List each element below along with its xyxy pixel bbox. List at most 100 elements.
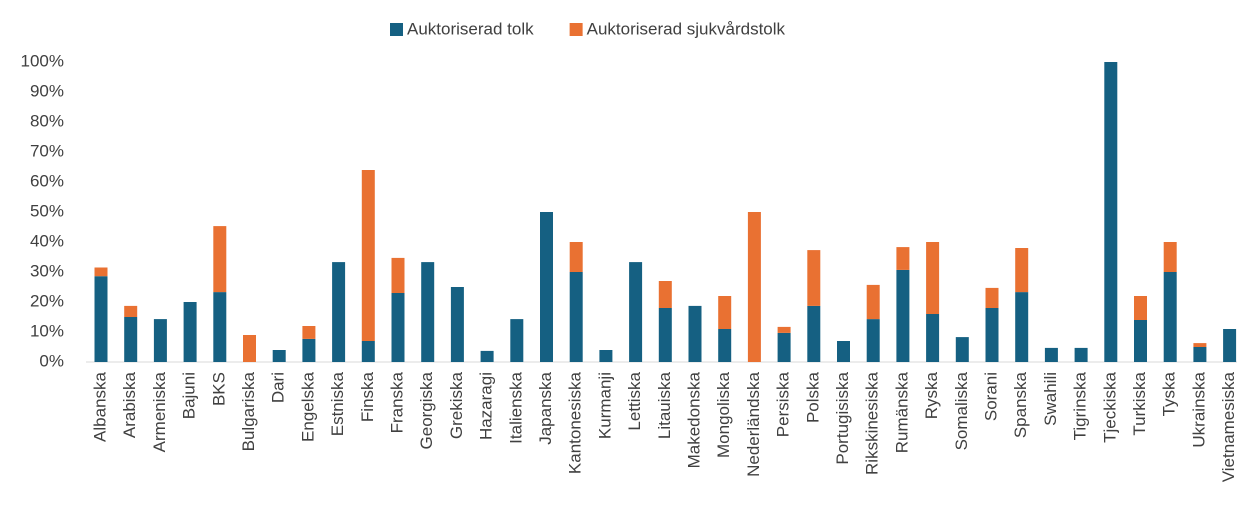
y-tick-label: 30% [30, 261, 64, 280]
x-tick-label: Sorani [981, 372, 1000, 421]
bar-segment [391, 293, 405, 362]
y-tick-label: 100% [21, 51, 64, 70]
bar-segment [777, 326, 791, 333]
bar-segment [747, 212, 761, 362]
x-tick-label: Litauiska [655, 371, 674, 439]
bar-segment [837, 341, 850, 362]
bar-segment [1104, 62, 1118, 362]
bar-segment [688, 305, 702, 362]
bar-segment [1044, 347, 1058, 362]
bar-segment [540, 212, 553, 362]
x-tick-label: Persiska [774, 371, 793, 437]
bar-segment [718, 329, 732, 362]
x-tick-label: Tigrinska [1071, 371, 1090, 440]
x-tick-label: Ukrainska [1189, 371, 1208, 447]
bar-segment [361, 341, 375, 362]
bar-segment [124, 317, 138, 362]
bar-segment [1193, 343, 1207, 347]
bar-segment [866, 284, 880, 320]
x-tick-label: Portugisiska [833, 371, 852, 464]
y-tick-label: 70% [30, 141, 64, 160]
x-tick-label: Bajuni [180, 372, 199, 419]
bar-segment [450, 287, 464, 362]
x-tick-label: Spanska [1011, 371, 1030, 438]
bar-segment [985, 287, 999, 308]
bar-segment [302, 326, 316, 339]
x-tick-label: Hazaragi [477, 372, 496, 440]
x-tick-label: Finska [358, 371, 377, 422]
bar-segment [926, 242, 940, 314]
bar-segment [658, 281, 672, 308]
legend-swatch [390, 23, 403, 36]
y-tick-label: 90% [30, 81, 64, 100]
y-tick-label: 40% [30, 231, 64, 250]
bar-segment [1015, 292, 1029, 362]
bar-segment [94, 276, 108, 362]
legend-label: Auktoriserad sjukvårdstolk [587, 19, 786, 38]
bar-segment [569, 242, 583, 272]
bar-segment [777, 332, 791, 362]
x-tick-label: Lettiska [625, 371, 644, 430]
x-tick-label: BKS [209, 372, 228, 406]
x-tick-label: Swahili [1041, 372, 1060, 426]
bar-segment [1134, 296, 1147, 320]
x-tick-label: Kurmanji [595, 372, 614, 439]
y-tick-label: 10% [30, 321, 64, 340]
bar-segment [1163, 242, 1177, 272]
bar-segment [361, 170, 375, 341]
bar-segment [985, 308, 999, 362]
bar-segment [658, 308, 672, 362]
bar-segment [866, 319, 880, 362]
bar-segment [926, 314, 940, 362]
bar-segment [1223, 329, 1237, 362]
x-tick-label: Makedonska [684, 371, 703, 468]
bar-segment [272, 350, 286, 362]
x-tick-label: Franska [387, 371, 406, 433]
bar-segment [94, 267, 108, 277]
bar-segment [807, 305, 821, 362]
x-tick-label: Somaliska [952, 371, 971, 450]
x-tick-label: Turkiska [1130, 371, 1149, 435]
x-tick-label: Armeniska [150, 371, 169, 452]
legend-swatch [569, 23, 583, 36]
x-tick-label: Ryska [922, 371, 941, 419]
bar-segment [955, 337, 969, 362]
x-tick-label: Mongoliska [714, 371, 733, 458]
y-tick-label: 50% [30, 201, 64, 220]
x-tick-label: Italienska [506, 371, 525, 443]
bar-segment [480, 350, 494, 362]
x-tick-label: Engelska [298, 371, 317, 441]
bar-segment [183, 302, 197, 362]
bar-segment [421, 262, 435, 362]
legend-label: Auktoriserad tolk [407, 19, 534, 38]
bar-segment [629, 262, 643, 362]
y-tick-label: 60% [30, 171, 64, 190]
bar-segment [1163, 272, 1177, 362]
bar-segment [124, 305, 138, 317]
bar-segment [718, 296, 732, 329]
x-tick-label: Tjeckiska [1100, 371, 1119, 442]
bar-segment [510, 319, 524, 362]
x-tick-label: Tyska [1160, 371, 1179, 416]
bar-segment [1193, 347, 1207, 362]
bar-segment [1015, 248, 1029, 293]
x-tick-label: Vietnamesiska [1219, 371, 1237, 482]
bar-segment [213, 292, 227, 362]
x-tick-label: Nederländska [744, 371, 763, 476]
y-tick-label: 20% [30, 291, 64, 310]
x-tick-label: Rumänska [892, 371, 911, 453]
x-tick-label: Georgiska [417, 371, 436, 449]
bar-segment [569, 272, 583, 362]
x-tick-label: Kantonesiska [566, 371, 585, 474]
bar-segment [302, 338, 316, 362]
bar-segment [1134, 320, 1147, 362]
bar-segment [599, 350, 613, 362]
bar-segment [896, 269, 910, 362]
x-tick-label: Arabiska [120, 371, 139, 438]
x-tick-label: Albanska [90, 371, 109, 441]
bar-segment [243, 335, 256, 362]
bar-segment [391, 257, 405, 293]
x-tick-label: Estniska [328, 371, 347, 436]
bar-segment [213, 226, 227, 293]
